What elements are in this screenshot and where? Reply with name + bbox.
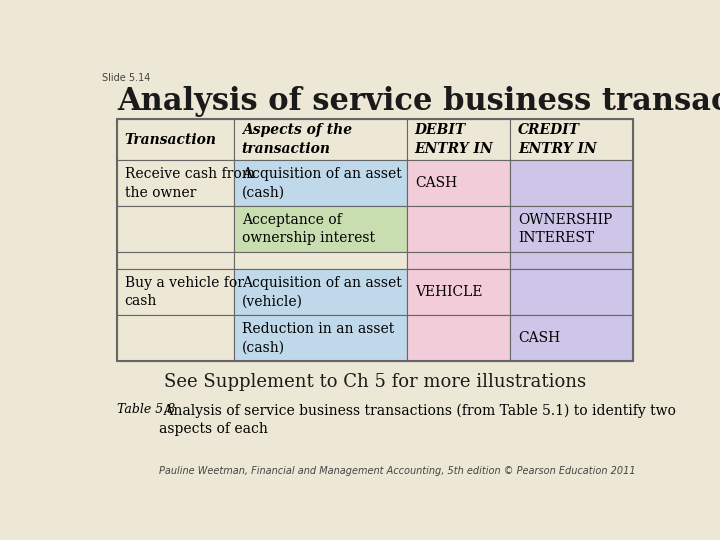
Text: Analysis of service business transactions (from Table 5.1) to identify two
aspec: Analysis of service business transaction… xyxy=(158,403,675,436)
Text: DEBIT
ENTRY IN: DEBIT ENTRY IN xyxy=(415,124,493,156)
Bar xyxy=(234,160,407,206)
Text: Buy a vehicle for
cash: Buy a vehicle for cash xyxy=(125,276,243,308)
Text: Pauline Weetman, Financial and Management Accounting, 5th edition © Pearson Educ: Pauline Weetman, Financial and Managemen… xyxy=(159,467,636,476)
Bar xyxy=(234,206,407,252)
Text: Transaction: Transaction xyxy=(125,133,217,147)
Text: Analysis of service business transactions: Analysis of service business transaction… xyxy=(117,85,720,117)
Bar xyxy=(407,206,510,252)
Text: Acquisition of an asset
(cash): Acquisition of an asset (cash) xyxy=(242,167,402,199)
Bar xyxy=(510,206,633,252)
Bar xyxy=(510,119,633,160)
Bar xyxy=(407,252,510,269)
Bar xyxy=(407,269,510,315)
Bar xyxy=(407,160,510,206)
Text: See Supplement to Ch 5 for more illustrations: See Supplement to Ch 5 for more illustra… xyxy=(163,373,585,392)
Text: Table 5.8: Table 5.8 xyxy=(117,403,175,416)
Text: CASH: CASH xyxy=(518,331,560,345)
Bar xyxy=(510,269,633,315)
Text: Acceptance of
ownership interest: Acceptance of ownership interest xyxy=(242,213,375,245)
Bar xyxy=(117,269,234,315)
Bar xyxy=(234,315,407,361)
Bar xyxy=(117,252,234,269)
Text: CREDIT
ENTRY IN: CREDIT ENTRY IN xyxy=(518,124,597,156)
Text: Slide 5.14: Slide 5.14 xyxy=(102,73,150,83)
Text: OWNERSHIP
INTEREST: OWNERSHIP INTEREST xyxy=(518,213,612,245)
Text: Acquisition of an asset
(vehicle): Acquisition of an asset (vehicle) xyxy=(242,276,402,308)
Bar xyxy=(407,119,510,160)
Text: VEHICLE: VEHICLE xyxy=(415,285,482,299)
Text: Reduction in an asset
(cash): Reduction in an asset (cash) xyxy=(242,322,394,354)
Bar xyxy=(117,119,234,160)
Bar xyxy=(510,160,633,206)
Bar xyxy=(234,252,407,269)
Text: Receive cash from
the owner: Receive cash from the owner xyxy=(125,167,255,199)
Bar xyxy=(117,119,633,361)
Bar xyxy=(234,269,407,315)
Bar xyxy=(510,252,633,269)
Bar xyxy=(117,206,234,252)
Text: CASH: CASH xyxy=(415,176,457,190)
Bar xyxy=(117,160,234,206)
Bar xyxy=(407,315,510,361)
Bar xyxy=(234,119,407,160)
Bar xyxy=(510,315,633,361)
Bar xyxy=(117,315,234,361)
Text: Aspects of the
transaction: Aspects of the transaction xyxy=(242,124,352,156)
